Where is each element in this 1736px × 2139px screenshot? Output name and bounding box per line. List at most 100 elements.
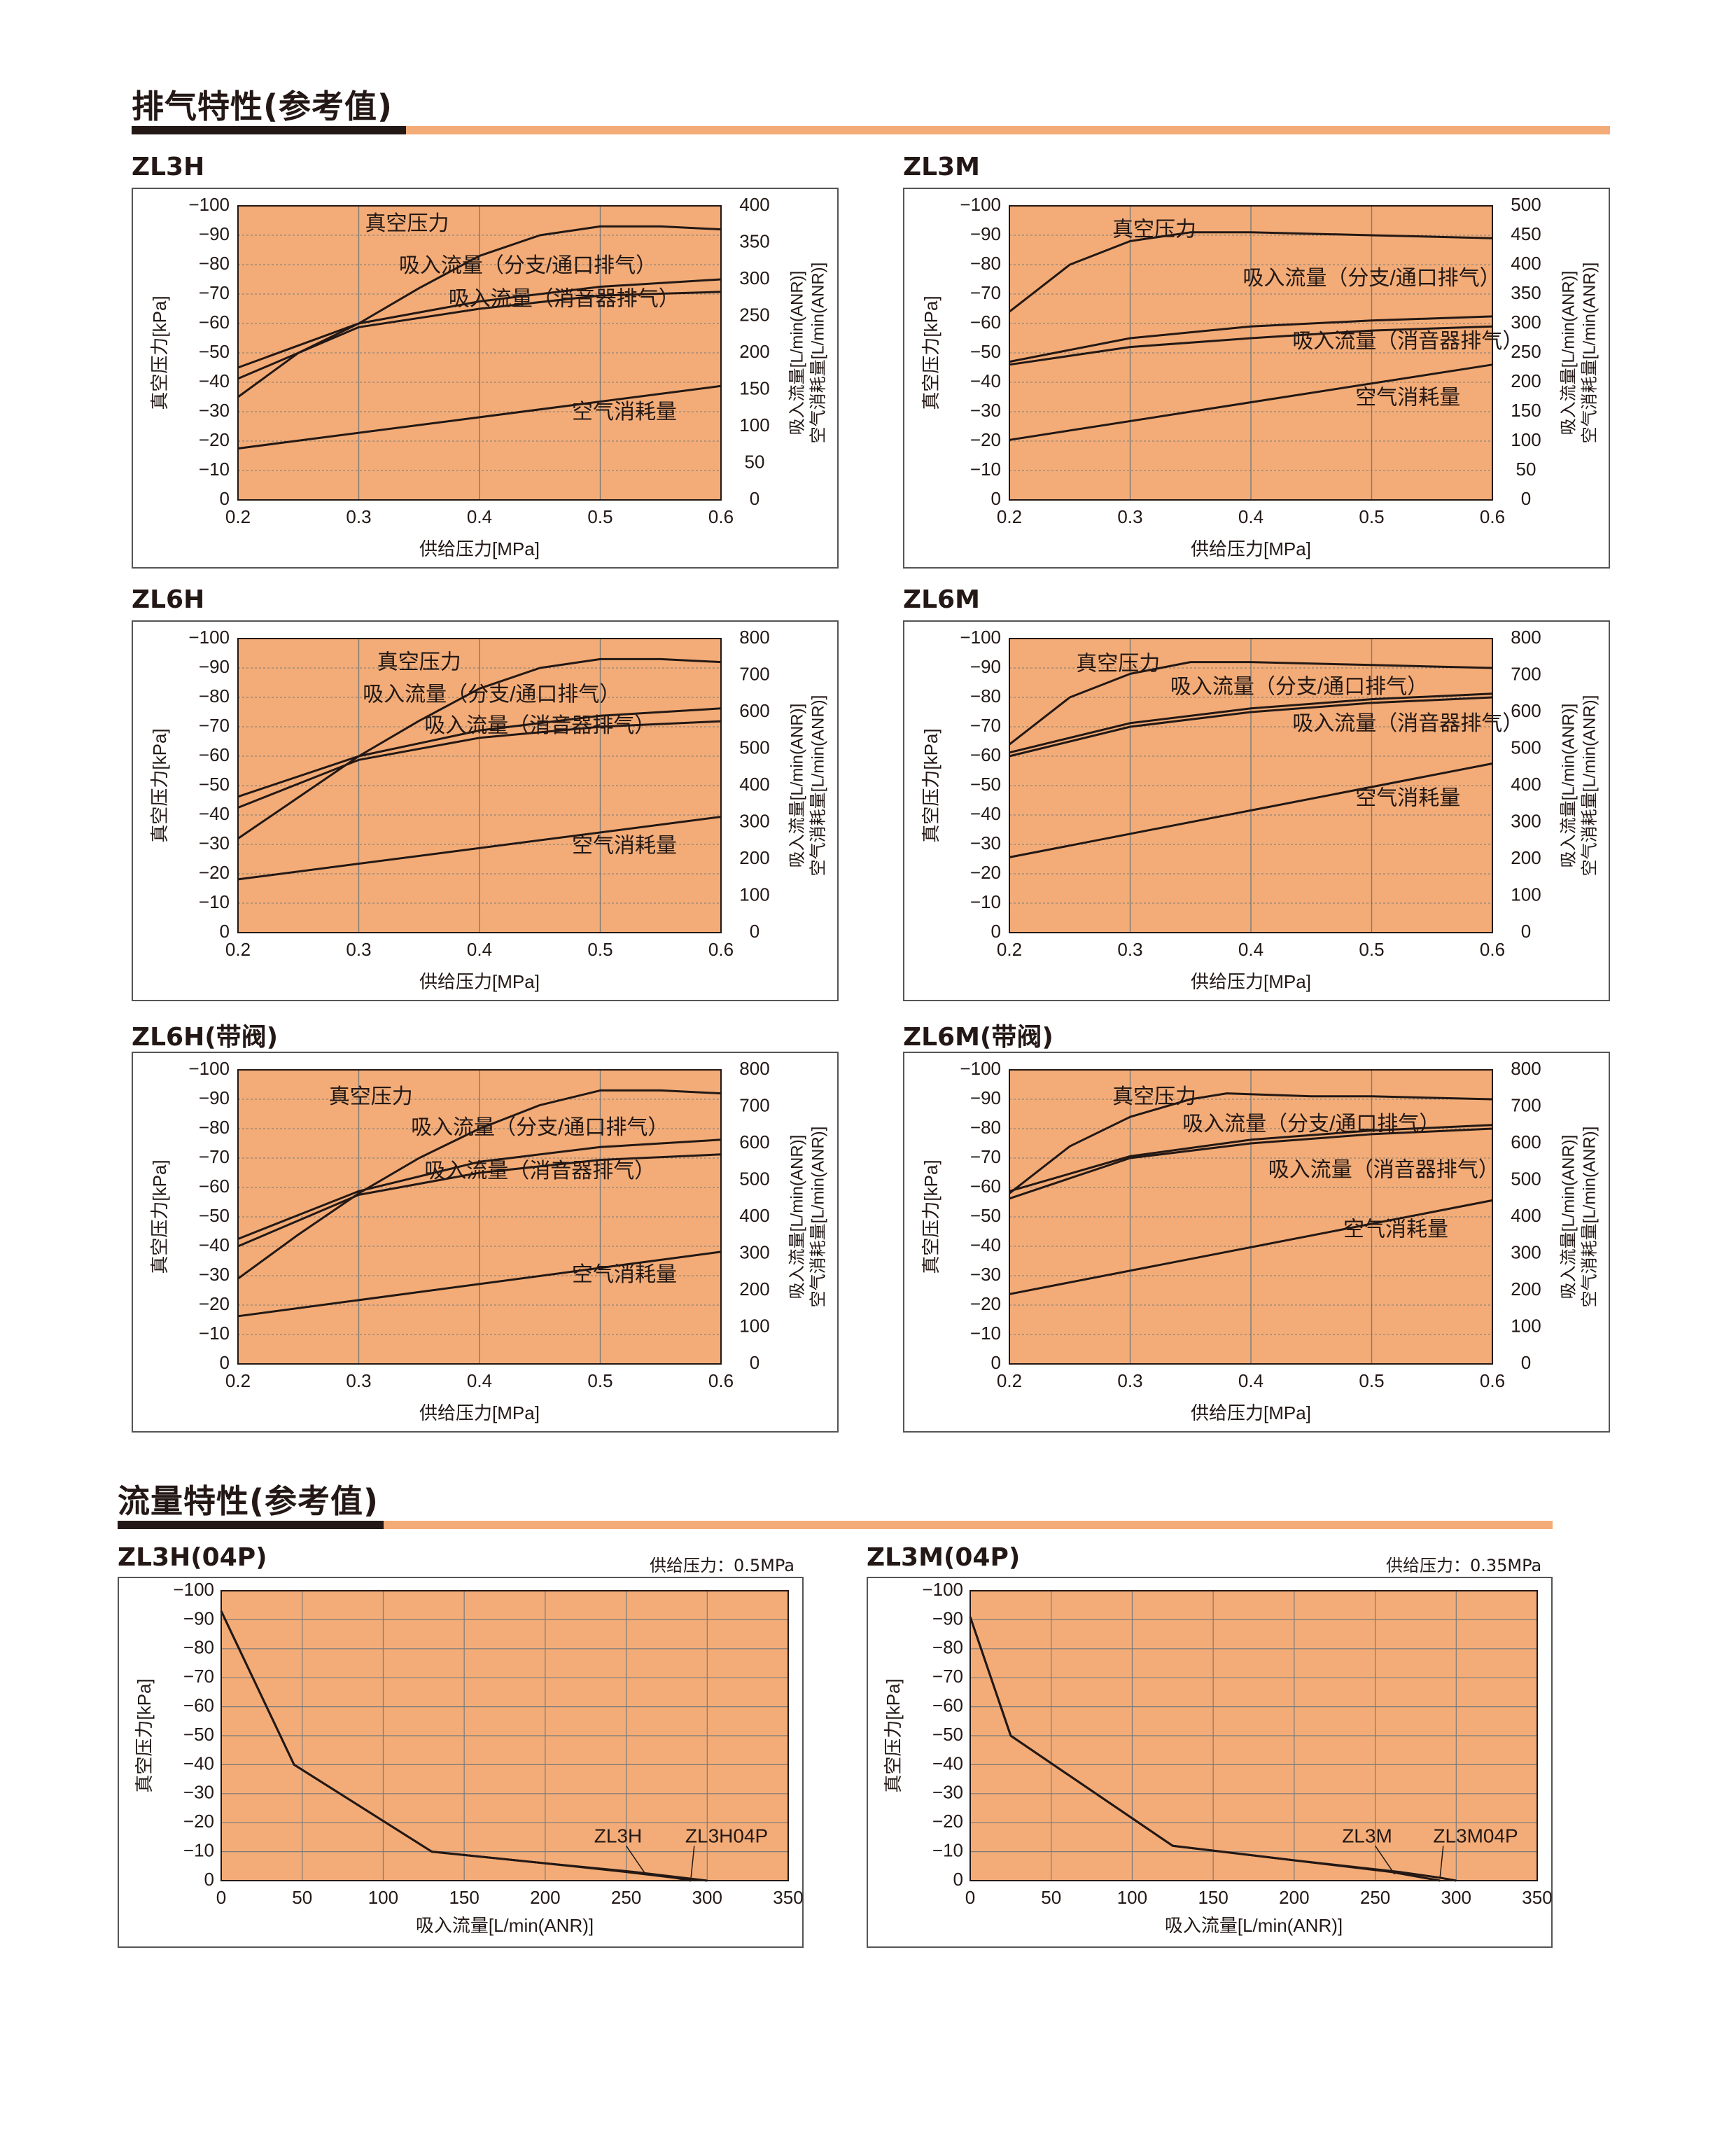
- y-tick-label: −70: [932, 1666, 963, 1687]
- flow-title-rule-dark: [118, 1521, 384, 1529]
- x-tick-label: 0.3: [1117, 1370, 1142, 1391]
- series-line-vacuum-pressure: [237, 657, 722, 839]
- series-line-vacuum-pressure: [1009, 231, 1493, 313]
- y-tick-label: −70: [970, 282, 1001, 303]
- chart-svg: 0.2 0.3 0.4 0.5 0.6−100−90−80−70−60−50−40−30…: [149, 627, 827, 992]
- y-axis-label: 真空压力[kPa]: [149, 728, 170, 842]
- series-line-suction-silencer: [237, 1153, 722, 1248]
- y2-tick-label: 200: [739, 341, 769, 362]
- x-tick-label: 0.2: [225, 506, 251, 527]
- series-line-suction-silencer: [237, 720, 722, 809]
- y-tick-label: −20: [970, 429, 1001, 450]
- chart-svg: 0.2 0.3 0.4 0.5 0.6−100−90−80−70−60−50−40−30…: [920, 194, 1599, 559]
- y-tick-label: −60: [183, 1694, 214, 1715]
- leader-line-zl3h04p: [690, 1846, 695, 1878]
- y2-axis-label-consumption: 空气消耗量[L/min(ANR)]: [808, 1127, 827, 1308]
- x-axis-label: 供给压力[MPa]: [419, 971, 540, 992]
- y-tick-label: −50: [199, 1205, 230, 1226]
- y2-tick-label: 250: [1511, 341, 1541, 362]
- series-label-vacuum-pressure: 真空压力: [365, 212, 449, 235]
- plot-frame: [237, 205, 722, 501]
- y-tick-label: −30: [199, 400, 230, 421]
- supply-pressure-note-zl3h: 供给压力：0.5MPa: [650, 1556, 794, 1575]
- y2-tick-label: 800: [739, 627, 769, 648]
- series-label-suction-branch: 吸入流量（分支/通口排气）: [1170, 675, 1428, 698]
- x-tick-label: 0.2: [225, 939, 251, 960]
- series-line-air-consumption: [237, 384, 722, 450]
- y2-tick-label: 500: [1511, 737, 1541, 758]
- y-tick-label: −100: [960, 627, 1001, 648]
- series-line-vacuum-pressure: [237, 225, 722, 398]
- series-line-suction-branch: [237, 1138, 722, 1240]
- chart-panel-zl6h-valve: 0.2 0.3 0.4 0.5 0.6 −100 −90 −80 −70 −60 −50 −40 −30…: [132, 1052, 839, 1433]
- y-tick-label: −10: [970, 1323, 1001, 1344]
- series-label-suction-branch: 吸入流量（分支/通口排气）: [411, 1116, 668, 1139]
- y-tick-label: −60: [970, 1176, 1001, 1197]
- x-tick-label: 0.4: [467, 506, 492, 527]
- y2-tick-label: 0: [750, 921, 760, 942]
- y-tick-label: −70: [970, 715, 1001, 736]
- exhaust-title-rule-dark: [132, 126, 406, 134]
- x-tick-label: 0.4: [1238, 506, 1264, 527]
- y-tick-label: −100: [960, 194, 1001, 215]
- y2-tick-label: 400: [1511, 1205, 1541, 1226]
- y2-tick-label: 100: [739, 884, 769, 905]
- x-tick-label: 0.5: [1359, 939, 1384, 960]
- chart-label-zl3h: ZL3H: [132, 153, 205, 181]
- x-tick-label: 50: [292, 1887, 312, 1908]
- y-tick-label: −20: [970, 862, 1001, 883]
- y-tick-label: −60: [970, 312, 1001, 333]
- series-label-vacuum-pressure: 真空压力: [377, 651, 461, 674]
- x-tick-label: 0: [216, 1887, 226, 1908]
- series-line-vacuum-pressure: [1009, 1092, 1493, 1194]
- series-line-air-consumption: [237, 1250, 722, 1318]
- series-line-zl3h04p: [220, 1610, 708, 1882]
- y-tick-label: −100: [188, 627, 230, 648]
- series-line-suction-silencer: [1009, 325, 1493, 366]
- series-label-air-consumption: 空气消耗量: [1343, 1218, 1448, 1241]
- y-tick-label: −90: [199, 1087, 230, 1108]
- chart-label-zl6h: ZL6H: [132, 585, 205, 614]
- chart-panel-zl3m-04p: 0 50 100 150 200 250 300 350 −100 −90 −80 −70 −60 −50…: [867, 1577, 1553, 1948]
- series-line-suction-branch: [237, 278, 722, 369]
- plot-frame: [220, 1590, 789, 1881]
- x-tick-label: 0.5: [587, 506, 612, 527]
- y2-tick-label: 300: [739, 1241, 769, 1262]
- series-label-suction-silencer: 吸入流量（消音器排气）: [424, 1159, 655, 1183]
- exhaust-section-title: 排气特性(参考值): [132, 88, 393, 125]
- series-label-suction-branch: 吸入流量（分支/通口排气）: [399, 254, 657, 277]
- plot-frame: [237, 1069, 722, 1365]
- series-line-suction-silencer: [237, 291, 722, 380]
- x-axis-label: 吸入流量[L/min(ANR)]: [1165, 1915, 1343, 1936]
- x-tick-label: 0.4: [1238, 1370, 1264, 1391]
- y2-axis-label-suction: 吸入流量[L/min(ANR)]: [1559, 1135, 1578, 1300]
- series-label-vacuum-pressure: 真空压力: [1112, 1085, 1196, 1108]
- series-label-vacuum-pressure: 真空压力: [1112, 218, 1196, 242]
- chart-label-zl6m-valve: ZL6M(带阀): [903, 1023, 1054, 1052]
- chart-panel-zl6h: 0.2 0.3 0.4 0.5 0.6 −100 −90 −80 −70 −60 −50 −40 −30…: [132, 620, 839, 1001]
- y2-tick-label: 200: [739, 847, 769, 868]
- series-label-zl3m04p: ZL3M04P: [1433, 1825, 1518, 1846]
- x-tick-label: 200: [1279, 1887, 1309, 1908]
- y-tick-label: −40: [970, 803, 1001, 824]
- y-tick-label: −40: [199, 370, 230, 391]
- y-tick-label: −30: [970, 1264, 1001, 1285]
- y2-tick-label: 800: [1511, 1058, 1541, 1079]
- series-line-suction-branch: [1009, 692, 1493, 754]
- y-tick-label: −100: [960, 1058, 1001, 1079]
- x-tick-label: 0.6: [708, 939, 734, 960]
- y2-tick-label: 600: [1511, 700, 1541, 721]
- series-label-suction-branch: 吸入流量（分支/通口排气）: [363, 683, 620, 706]
- y2-tick-label: 400: [1511, 774, 1541, 795]
- y2-tick-label: 400: [739, 1205, 769, 1226]
- y-tick-label: −30: [970, 832, 1001, 853]
- y2-axis-label-suction: 吸入流量[L/min(ANR)]: [1559, 704, 1578, 868]
- y-tick-label: −10: [183, 1839, 214, 1860]
- x-tick-label: 0.6: [708, 506, 734, 527]
- series-label-suction-branch: 吸入流量（分支/通口排气）: [1182, 1113, 1440, 1136]
- supply-pressure-note-zl3m: 供给压力：0.35MPa: [1386, 1556, 1542, 1575]
- y-tick-label: 0: [991, 1352, 1001, 1373]
- x-tick-label: 350: [773, 1887, 803, 1908]
- x-tick-label: 0.2: [997, 506, 1022, 527]
- series-line-suction-silencer: [1009, 696, 1493, 758]
